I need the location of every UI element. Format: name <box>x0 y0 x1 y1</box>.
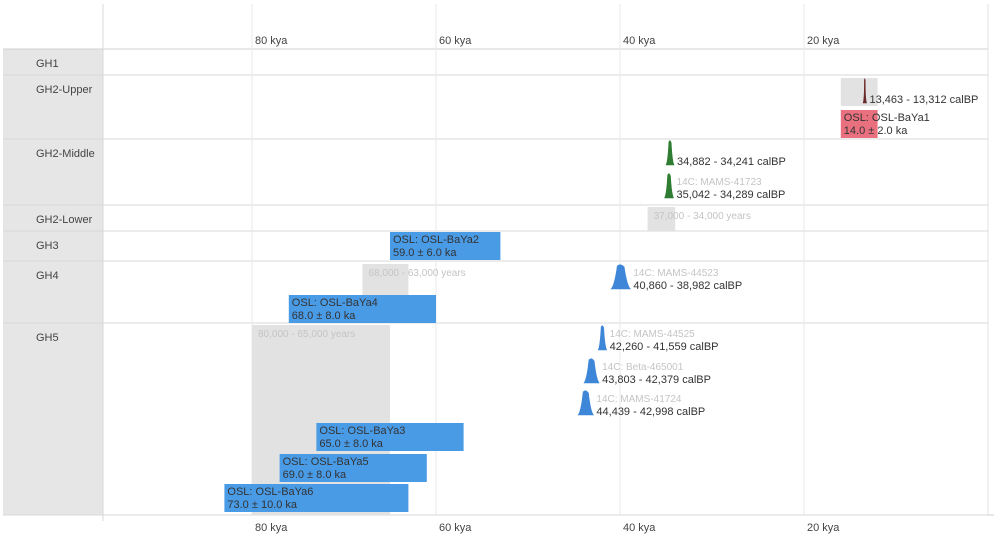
phase-range-band <box>647 207 676 231</box>
phase-label: GH2-Upper <box>36 84 93 96</box>
phase-label: GH4 <box>36 270 59 282</box>
osl-sample-name: OSL: OSL-BaYa6 <box>227 486 313 498</box>
calibration-curve <box>862 78 867 104</box>
radiocarbon-date: 13,463 - 13,312 calBP <box>862 78 979 106</box>
osl-age-label: 65.0 ± 8.0 ka <box>319 438 383 450</box>
radiocarbon-range-label: 40,860 - 38,982 calBP <box>633 280 742 292</box>
radiocarbon-range-label: 43,803 - 42,379 calBP <box>602 374 711 386</box>
osl-sample-name: OSL: OSL-BaYa1 <box>844 112 930 124</box>
osl-bar-rect <box>279 454 427 482</box>
radiocarbon-range-label: 35,042 - 34,289 calBP <box>677 189 786 201</box>
osl-bar-rect <box>316 423 464 451</box>
phase-label: GH2-Middle <box>36 148 95 160</box>
phase-label: GH5 <box>36 332 59 344</box>
radiocarbon-sample-name: 14C: MAMS-41724 <box>596 394 681 405</box>
osl-phase-band <box>840 78 878 106</box>
calibration-curve <box>577 390 595 416</box>
radiocarbon-date: 34,882 - 34,241 calBP <box>665 140 786 168</box>
phase-label: GH3 <box>36 240 59 252</box>
calibration-curve <box>597 325 608 351</box>
phase-label: GH1 <box>36 58 59 70</box>
phase-ranges: 37,000 - 34,000 years 68,000 - 63,000 yea… <box>252 78 878 515</box>
calibration-curve <box>583 358 600 384</box>
osl-age-label: 69.0 ± 8.0 ka <box>283 469 347 481</box>
osl-bar-rect <box>390 232 501 260</box>
x-tick-label-top: 80 kya <box>255 35 288 47</box>
osl-bar-rect <box>288 295 436 323</box>
radiocarbon-sample-name: 14C: MAMS-41723 <box>677 177 762 188</box>
osl-sample-name: OSL: OSL-BaYa4 <box>292 297 378 309</box>
calibration-curve <box>610 264 632 290</box>
radiocarbon-range-label: 42,260 - 41,559 calBP <box>610 341 719 353</box>
x-tick-label-top: 40 kya <box>623 35 656 47</box>
phase-range-label: 68,000 - 63,000 years <box>368 268 465 279</box>
x-tick-label-bottom: 60 kya <box>439 522 472 534</box>
osl-age-label: 14.0 ± 2.0 ka <box>844 125 908 137</box>
radiocarbon-range-label: 13,463 - 13,312 calBP <box>870 94 979 106</box>
radiocarbon-range-label: 44,439 - 42,998 calBP <box>596 406 705 418</box>
calibration-curve <box>665 140 675 166</box>
phase-column-background <box>3 49 103 515</box>
gridlines: GH1 GH2-Upper GH2-Middle GH2-Lower GH3 GH4 GH5 <box>3 4 988 516</box>
phase-range-label: 37,000 - 34,000 years <box>654 211 751 222</box>
osl-bar-rect <box>224 484 409 512</box>
phase-range-band <box>252 325 390 515</box>
radiocarbon-sample-name: 14C: MAMS-44525 <box>610 329 695 340</box>
radiocarbon-sample-name: 14C: MAMS-44523 <box>633 268 718 279</box>
osl-age-label: 59.0 ± 6.0 ka <box>393 247 457 259</box>
osl-bar-rect <box>840 110 878 138</box>
osl-sample-name: OSL: OSL-BaYa3 <box>319 425 405 437</box>
phase-range-label: 80,000 - 65,000 years <box>258 329 355 340</box>
osl-age-label: 68.0 ± 8.0 ka <box>292 310 356 322</box>
x-tick-label-top: 60 kya <box>439 35 472 47</box>
time-axis: 80 kya 80 kya 60 kya 60 kya 40 kya 40 kya 20 k… <box>255 35 840 534</box>
radiocarbon-sample-name: 14C: Beta-465001 <box>602 362 684 373</box>
calibration-curve <box>664 173 675 199</box>
phase-label: GH2-Lower <box>36 214 93 226</box>
radiocarbon-range-label: 34,882 - 34,241 calBP <box>677 156 786 168</box>
x-tick-label-bottom: 40 kya <box>623 522 656 534</box>
osl-sample-name: OSL: OSL-BaYa2 <box>393 234 479 246</box>
x-tick-label-bottom: 80 kya <box>255 522 288 534</box>
x-tick-label-bottom: 20 kya <box>807 522 840 534</box>
x-tick-label-top: 20 kya <box>807 35 840 47</box>
osl-sample-name: OSL: OSL-BaYa5 <box>283 456 369 468</box>
osl-age-label: 73.0 ± 10.0 ka <box>227 499 298 511</box>
